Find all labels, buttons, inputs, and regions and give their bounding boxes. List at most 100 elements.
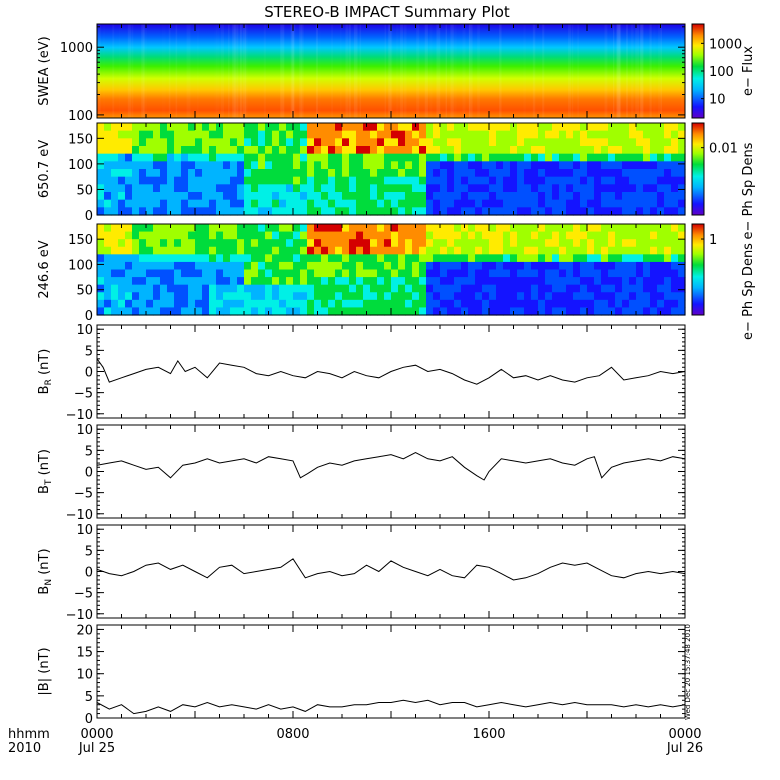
pad246-cell <box>580 307 588 316</box>
pad246-cell <box>139 269 147 278</box>
pad246-cell <box>608 292 616 301</box>
pad650-cell <box>356 176 364 185</box>
pad650-cell <box>293 192 301 201</box>
pad246-cell <box>664 261 672 271</box>
pad246-cell <box>531 277 539 286</box>
pad246-cell <box>258 231 266 240</box>
pad650-cell <box>132 184 140 193</box>
pad650-cell <box>104 146 112 155</box>
pad650-cell <box>657 123 665 132</box>
pad246-cell <box>97 261 105 271</box>
pad650-cell <box>181 184 189 193</box>
pad246-cell <box>111 284 119 293</box>
pad650-cell <box>454 207 462 216</box>
pad650-cell <box>601 176 609 185</box>
pad650-cell <box>405 161 413 170</box>
pad246-cell <box>601 231 609 240</box>
pad246-cell <box>671 284 679 293</box>
pad650-cell <box>335 153 343 162</box>
pad650-cell <box>181 207 189 216</box>
pad246-cell <box>202 239 210 248</box>
pad650-cell <box>363 146 371 155</box>
pad650-cell <box>664 207 672 216</box>
pad246-cell <box>461 239 469 248</box>
pad246-cell <box>132 254 140 263</box>
pad650-cell <box>237 138 245 147</box>
pad246-cell <box>146 307 154 316</box>
pad650-cell <box>300 176 308 185</box>
pad246-cell <box>146 231 154 240</box>
pad650-cell <box>608 184 616 193</box>
pad650-cell <box>139 176 147 185</box>
pad650-cell <box>279 146 287 155</box>
pad650-cell <box>531 130 539 139</box>
pad650-cell <box>104 199 112 208</box>
pad650-cell <box>629 123 637 132</box>
pad246-cell <box>510 239 518 248</box>
pad246-cell <box>286 269 294 278</box>
pad246-cell <box>587 277 595 286</box>
pad246-cell <box>461 277 469 286</box>
pad650-cell <box>482 169 490 178</box>
pad246-cell <box>503 231 511 240</box>
pad246-cell <box>209 224 217 233</box>
pad246-cell <box>195 231 203 240</box>
pad246-cell <box>251 254 259 263</box>
pad650-cell <box>580 192 588 201</box>
pad246-cell <box>524 269 532 278</box>
pad650-cell <box>433 176 441 185</box>
pad246-cell <box>629 261 637 271</box>
pad650-cell <box>426 207 434 216</box>
pad650-cell <box>664 199 672 208</box>
pad650-cell <box>412 192 420 201</box>
pad246-cell <box>104 239 112 248</box>
pad650-cell <box>307 176 315 185</box>
pad650-cell <box>251 184 259 193</box>
time-tick-label: 1600 <box>472 727 505 742</box>
pad246-cell <box>538 292 546 301</box>
pad650-cell <box>223 169 231 178</box>
pad650-cell <box>356 153 364 162</box>
pad650-cell <box>139 161 147 170</box>
y-tick-label: 0 <box>85 309 93 324</box>
pad650-cell <box>195 153 203 162</box>
pad246-cell <box>608 284 616 293</box>
pad246-cell <box>587 231 595 240</box>
pad246-cell <box>643 299 651 309</box>
pad650-cell <box>636 169 644 178</box>
pad650-cell <box>426 161 434 170</box>
pad246-cell <box>503 292 511 301</box>
pad650-cell <box>678 130 686 139</box>
pad246-cell <box>587 299 595 309</box>
pad246-cell <box>181 239 189 248</box>
pad246-cell <box>272 299 280 309</box>
pad650-cell <box>433 199 441 208</box>
pad650-cell <box>377 184 385 193</box>
pad650-cell <box>216 199 224 208</box>
pad650-cell <box>496 192 504 201</box>
pad246-cell <box>622 254 630 263</box>
pad650-cell <box>342 123 350 132</box>
pad246-cell <box>671 231 679 240</box>
pad246-cell <box>503 254 511 263</box>
pad246-cell <box>545 224 553 233</box>
pad246-cell <box>566 307 574 316</box>
pad650-cell <box>223 184 231 193</box>
pad246-cell <box>146 284 154 293</box>
pad246-cell <box>657 292 665 301</box>
pad650-cell <box>342 192 350 201</box>
pad650-cell <box>580 153 588 162</box>
pad650-cell <box>426 130 434 139</box>
pad246-cell <box>657 299 665 309</box>
pad246-cell <box>489 254 497 263</box>
pad246-cell <box>545 254 553 263</box>
pad246-cell <box>188 292 196 301</box>
pad650-cell <box>615 123 623 132</box>
pad246-cell <box>153 307 161 316</box>
pad650-cell <box>601 169 609 178</box>
pad650-cell <box>545 207 553 216</box>
pad650-cell <box>132 138 140 147</box>
pad246-cell <box>216 239 224 248</box>
pad650-cell <box>195 199 203 208</box>
pad650-cell <box>237 130 245 139</box>
